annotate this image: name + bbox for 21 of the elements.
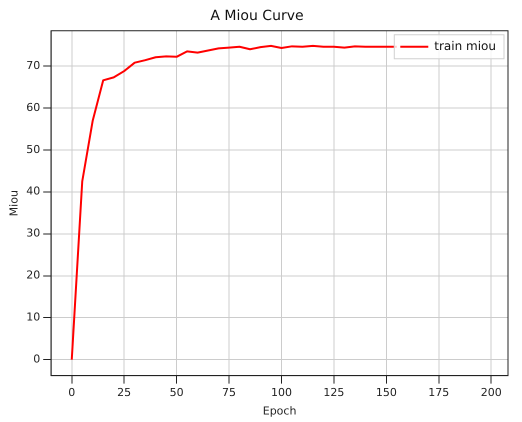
x-tick-label: 0	[68, 386, 76, 400]
y-tick-label: 70	[26, 58, 40, 72]
legend-label: train miou	[434, 38, 496, 53]
y-axis-title: Miou	[7, 190, 20, 216]
y-tick-label: 20	[26, 268, 40, 282]
y-tick-label: 50	[26, 142, 40, 156]
y-tick-label: 40	[26, 184, 40, 198]
x-tick-label: 125	[323, 386, 344, 400]
x-tick-label: 75	[222, 386, 236, 400]
y-tick-label: 0	[33, 352, 40, 366]
chart-title: A Miou Curve	[210, 8, 304, 24]
x-tick-label: 150	[376, 386, 397, 400]
y-tick-label: 60	[26, 100, 40, 114]
x-tick-label: 100	[270, 386, 292, 400]
y-tick-label: 10	[26, 310, 40, 324]
x-tick-label: 175	[428, 386, 450, 400]
x-tick-label: 200	[480, 386, 502, 400]
x-axis-title: Epoch	[262, 404, 296, 418]
x-tick-label: 50	[170, 386, 184, 400]
y-tick-label: 30	[26, 226, 40, 240]
x-tick-label: 25	[117, 386, 132, 400]
